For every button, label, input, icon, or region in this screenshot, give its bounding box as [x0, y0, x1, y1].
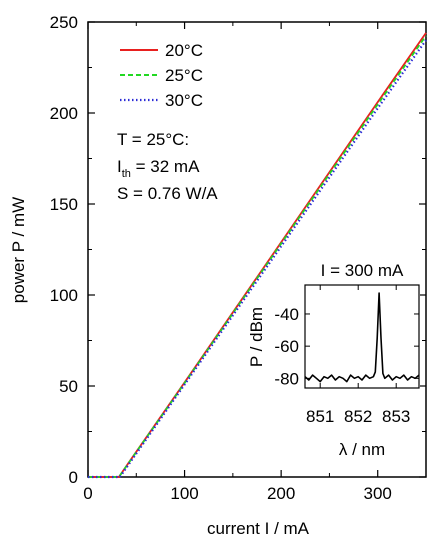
- y-tick-label: 0: [69, 468, 78, 487]
- inset-y-tick-label: -40: [274, 305, 299, 324]
- main-plot-frame: [87, 21, 427, 478]
- y-tick-label: 100: [50, 286, 78, 305]
- y-tick-label: 150: [50, 195, 78, 214]
- main-axis-ticks: 0 100 200 300 0 50 100 150 200 250: [50, 13, 426, 503]
- x-tick-label: 200: [267, 484, 295, 503]
- inset-spectrum-line: [304, 292, 420, 383]
- annotation-block: T = 25°C: Ith = 32 mA S = 0.76 W/A: [117, 130, 218, 203]
- annotation-threshold: Ith = 32 mA: [117, 157, 200, 180]
- inset-y-tick-label: -80: [274, 369, 299, 388]
- y-tick-label: 50: [59, 377, 78, 396]
- annotation-threshold-value: = 32 mA: [131, 157, 200, 176]
- inset-title: I = 300 mA: [321, 261, 404, 280]
- x-axis-title: current I / mA: [207, 519, 310, 538]
- annotation-slope: S = 0.76 W/A: [117, 184, 218, 203]
- inset-x-tick-label: 851: [306, 407, 334, 426]
- series-line-20c: [88, 32, 427, 478]
- y-axis-title: power P / mW: [9, 197, 28, 303]
- inset-x-tick-label: 853: [382, 407, 410, 426]
- legend-label-20c: 20°C: [165, 41, 203, 60]
- x-tick-label: 300: [364, 484, 392, 503]
- annotation-threshold-symbol: I: [117, 157, 122, 176]
- inset-y-axis-title: P / dBm: [247, 307, 266, 367]
- legend-label-25c: 25°C: [165, 66, 203, 85]
- inset-series-group: [304, 292, 420, 383]
- annotation-temperature: T = 25°C:: [117, 130, 189, 149]
- x-tick-label: 100: [170, 484, 198, 503]
- inset-plot-frame: [304, 284, 420, 389]
- annotation-threshold-subscript: th: [122, 168, 131, 180]
- legend: 20°C 25°C 30°C: [120, 41, 203, 110]
- inset-y-tick-label: -60: [274, 337, 299, 356]
- series-line-25c: [88, 35, 427, 478]
- inset-axis-ticks: 851 852 853 -80 -60 -40: [274, 285, 419, 426]
- main-series-group: [88, 32, 427, 479]
- y-tick-label: 200: [50, 104, 78, 123]
- inset-x-axis-title: λ / nm: [339, 440, 385, 459]
- x-tick-label: 0: [83, 484, 92, 503]
- y-tick-label: 250: [50, 13, 78, 32]
- inset-background: [300, 282, 420, 392]
- legend-label-30c: 30°C: [165, 91, 203, 110]
- inset-x-tick-label: 852: [344, 407, 372, 426]
